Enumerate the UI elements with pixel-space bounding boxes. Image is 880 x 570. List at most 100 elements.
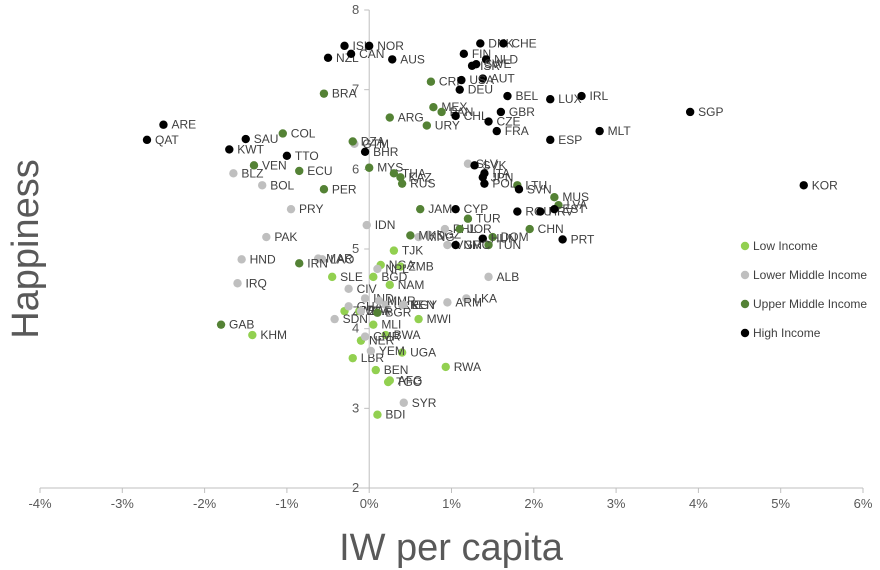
data-point bbox=[319, 185, 329, 194]
data-point bbox=[381, 330, 390, 340]
data-point bbox=[685, 107, 695, 117]
data-point bbox=[414, 232, 423, 242]
data-point bbox=[443, 298, 452, 307]
point-label: SGP bbox=[698, 105, 723, 119]
point-label: SWE bbox=[484, 57, 511, 71]
point-label: PRY bbox=[299, 202, 323, 216]
point-label: MLT bbox=[608, 124, 632, 138]
data-point bbox=[374, 296, 384, 305]
point-label: SAU bbox=[254, 132, 279, 146]
point-label: PER bbox=[332, 182, 357, 196]
point-label: GRC bbox=[464, 238, 491, 252]
data-point bbox=[237, 255, 246, 264]
point-label: UGA bbox=[410, 346, 436, 360]
x-tick-label: -4% bbox=[28, 496, 52, 511]
data-point bbox=[373, 410, 382, 419]
point-label: NER bbox=[369, 334, 395, 348]
point-label: BWA bbox=[394, 328, 421, 342]
data-point bbox=[381, 300, 390, 309]
data-point bbox=[385, 280, 394, 290]
legend-entry: Low Income bbox=[753, 239, 818, 253]
point-label: DEU bbox=[468, 83, 493, 97]
legend-entry: Upper Middle Income bbox=[753, 297, 867, 311]
point-label: MNG bbox=[427, 230, 455, 244]
point-label: SVN bbox=[527, 182, 552, 196]
y-tick-label: 2 bbox=[352, 480, 359, 495]
point-label: ECU bbox=[307, 164, 332, 178]
point-label: AUS bbox=[400, 52, 425, 66]
point-label: BLZ bbox=[241, 166, 263, 180]
data-point bbox=[525, 224, 534, 234]
data-point bbox=[484, 240, 493, 250]
data-point bbox=[159, 120, 168, 129]
data-point bbox=[373, 308, 382, 317]
point-label: FRA bbox=[505, 124, 529, 138]
x-tick-label: -3% bbox=[111, 496, 135, 511]
data-point bbox=[346, 49, 356, 59]
data-point bbox=[369, 320, 378, 329]
point-label: SVK bbox=[483, 158, 507, 172]
data-point bbox=[385, 113, 394, 122]
data-point bbox=[216, 320, 226, 329]
point-label: MEX bbox=[441, 100, 467, 114]
data-point bbox=[344, 302, 353, 311]
data-point bbox=[295, 166, 304, 176]
data-point bbox=[488, 232, 497, 242]
data-point bbox=[467, 61, 477, 70]
point-label: BOL bbox=[270, 178, 294, 192]
point-label: KHM bbox=[260, 328, 287, 342]
data-point bbox=[399, 398, 408, 407]
data-point bbox=[344, 284, 353, 294]
data-point bbox=[396, 262, 405, 271]
x-tick-label: 3% bbox=[607, 496, 626, 511]
data-point bbox=[799, 181, 808, 190]
data-point bbox=[414, 314, 423, 324]
point-label: RWA bbox=[454, 360, 481, 374]
point-label: ISR bbox=[480, 59, 500, 73]
point-label: SLE bbox=[340, 270, 363, 284]
point-label: LKA bbox=[474, 291, 497, 305]
data-point bbox=[499, 39, 508, 48]
point-label: YEM bbox=[379, 344, 405, 358]
data-point bbox=[463, 159, 473, 168]
point-label: CMR bbox=[373, 330, 401, 344]
data-point bbox=[496, 107, 506, 117]
point-label: NPL bbox=[385, 262, 409, 276]
point-label: GAB bbox=[229, 318, 254, 332]
data-point bbox=[484, 272, 493, 282]
point-label: IRL bbox=[590, 89, 609, 103]
point-label: CYP bbox=[464, 202, 489, 216]
data-point bbox=[451, 204, 460, 214]
point-label: BRA bbox=[332, 87, 357, 101]
point-label: KEN bbox=[410, 298, 435, 312]
data-point bbox=[470, 161, 479, 170]
legend-entry: Lower Middle Income bbox=[753, 268, 867, 282]
data-point bbox=[416, 204, 425, 214]
point-label: CHL bbox=[464, 109, 488, 123]
point-label: LBR bbox=[361, 351, 385, 365]
y-tick-label: 7 bbox=[352, 82, 359, 97]
data-point bbox=[462, 294, 471, 303]
data-point bbox=[399, 300, 408, 309]
data-point bbox=[440, 224, 450, 234]
legend-marker bbox=[740, 299, 750, 309]
data-point bbox=[365, 163, 374, 172]
point-label: KOR bbox=[812, 178, 838, 192]
data-point bbox=[397, 348, 407, 357]
data-point bbox=[365, 41, 374, 51]
data-point bbox=[437, 107, 446, 117]
data-point bbox=[503, 91, 512, 101]
legend-marker bbox=[740, 328, 750, 338]
data-point bbox=[369, 272, 378, 282]
data-point bbox=[577, 91, 586, 101]
point-label: TUN bbox=[497, 238, 522, 252]
data-point bbox=[558, 235, 567, 244]
point-label: LAO bbox=[330, 252, 354, 266]
point-label: GTM bbox=[362, 137, 389, 151]
legend-marker bbox=[740, 270, 750, 280]
data-point bbox=[478, 234, 487, 243]
data-point bbox=[362, 220, 371, 230]
point-label: PRT bbox=[571, 232, 595, 246]
point-label: MAR bbox=[326, 252, 353, 266]
point-label: ISL bbox=[353, 39, 371, 53]
